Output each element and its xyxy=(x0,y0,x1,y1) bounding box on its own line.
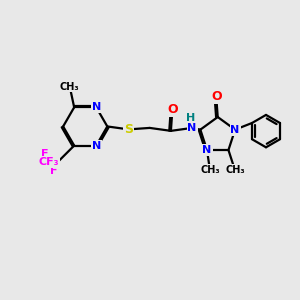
Text: CH₃: CH₃ xyxy=(200,165,220,175)
Text: F: F xyxy=(41,149,49,159)
Text: CF₃: CF₃ xyxy=(39,157,59,167)
Text: H: H xyxy=(186,112,195,123)
Text: N: N xyxy=(188,123,197,133)
Text: N: N xyxy=(202,145,211,155)
Text: O: O xyxy=(167,103,178,116)
Text: S: S xyxy=(124,123,133,136)
Text: O: O xyxy=(211,91,222,103)
Text: F: F xyxy=(50,166,57,176)
Text: N: N xyxy=(92,141,101,151)
Text: N: N xyxy=(92,102,101,112)
Text: CH₃: CH₃ xyxy=(60,82,80,92)
Text: CH₃: CH₃ xyxy=(225,165,245,175)
Text: N: N xyxy=(230,124,240,135)
Text: F: F xyxy=(50,157,57,167)
